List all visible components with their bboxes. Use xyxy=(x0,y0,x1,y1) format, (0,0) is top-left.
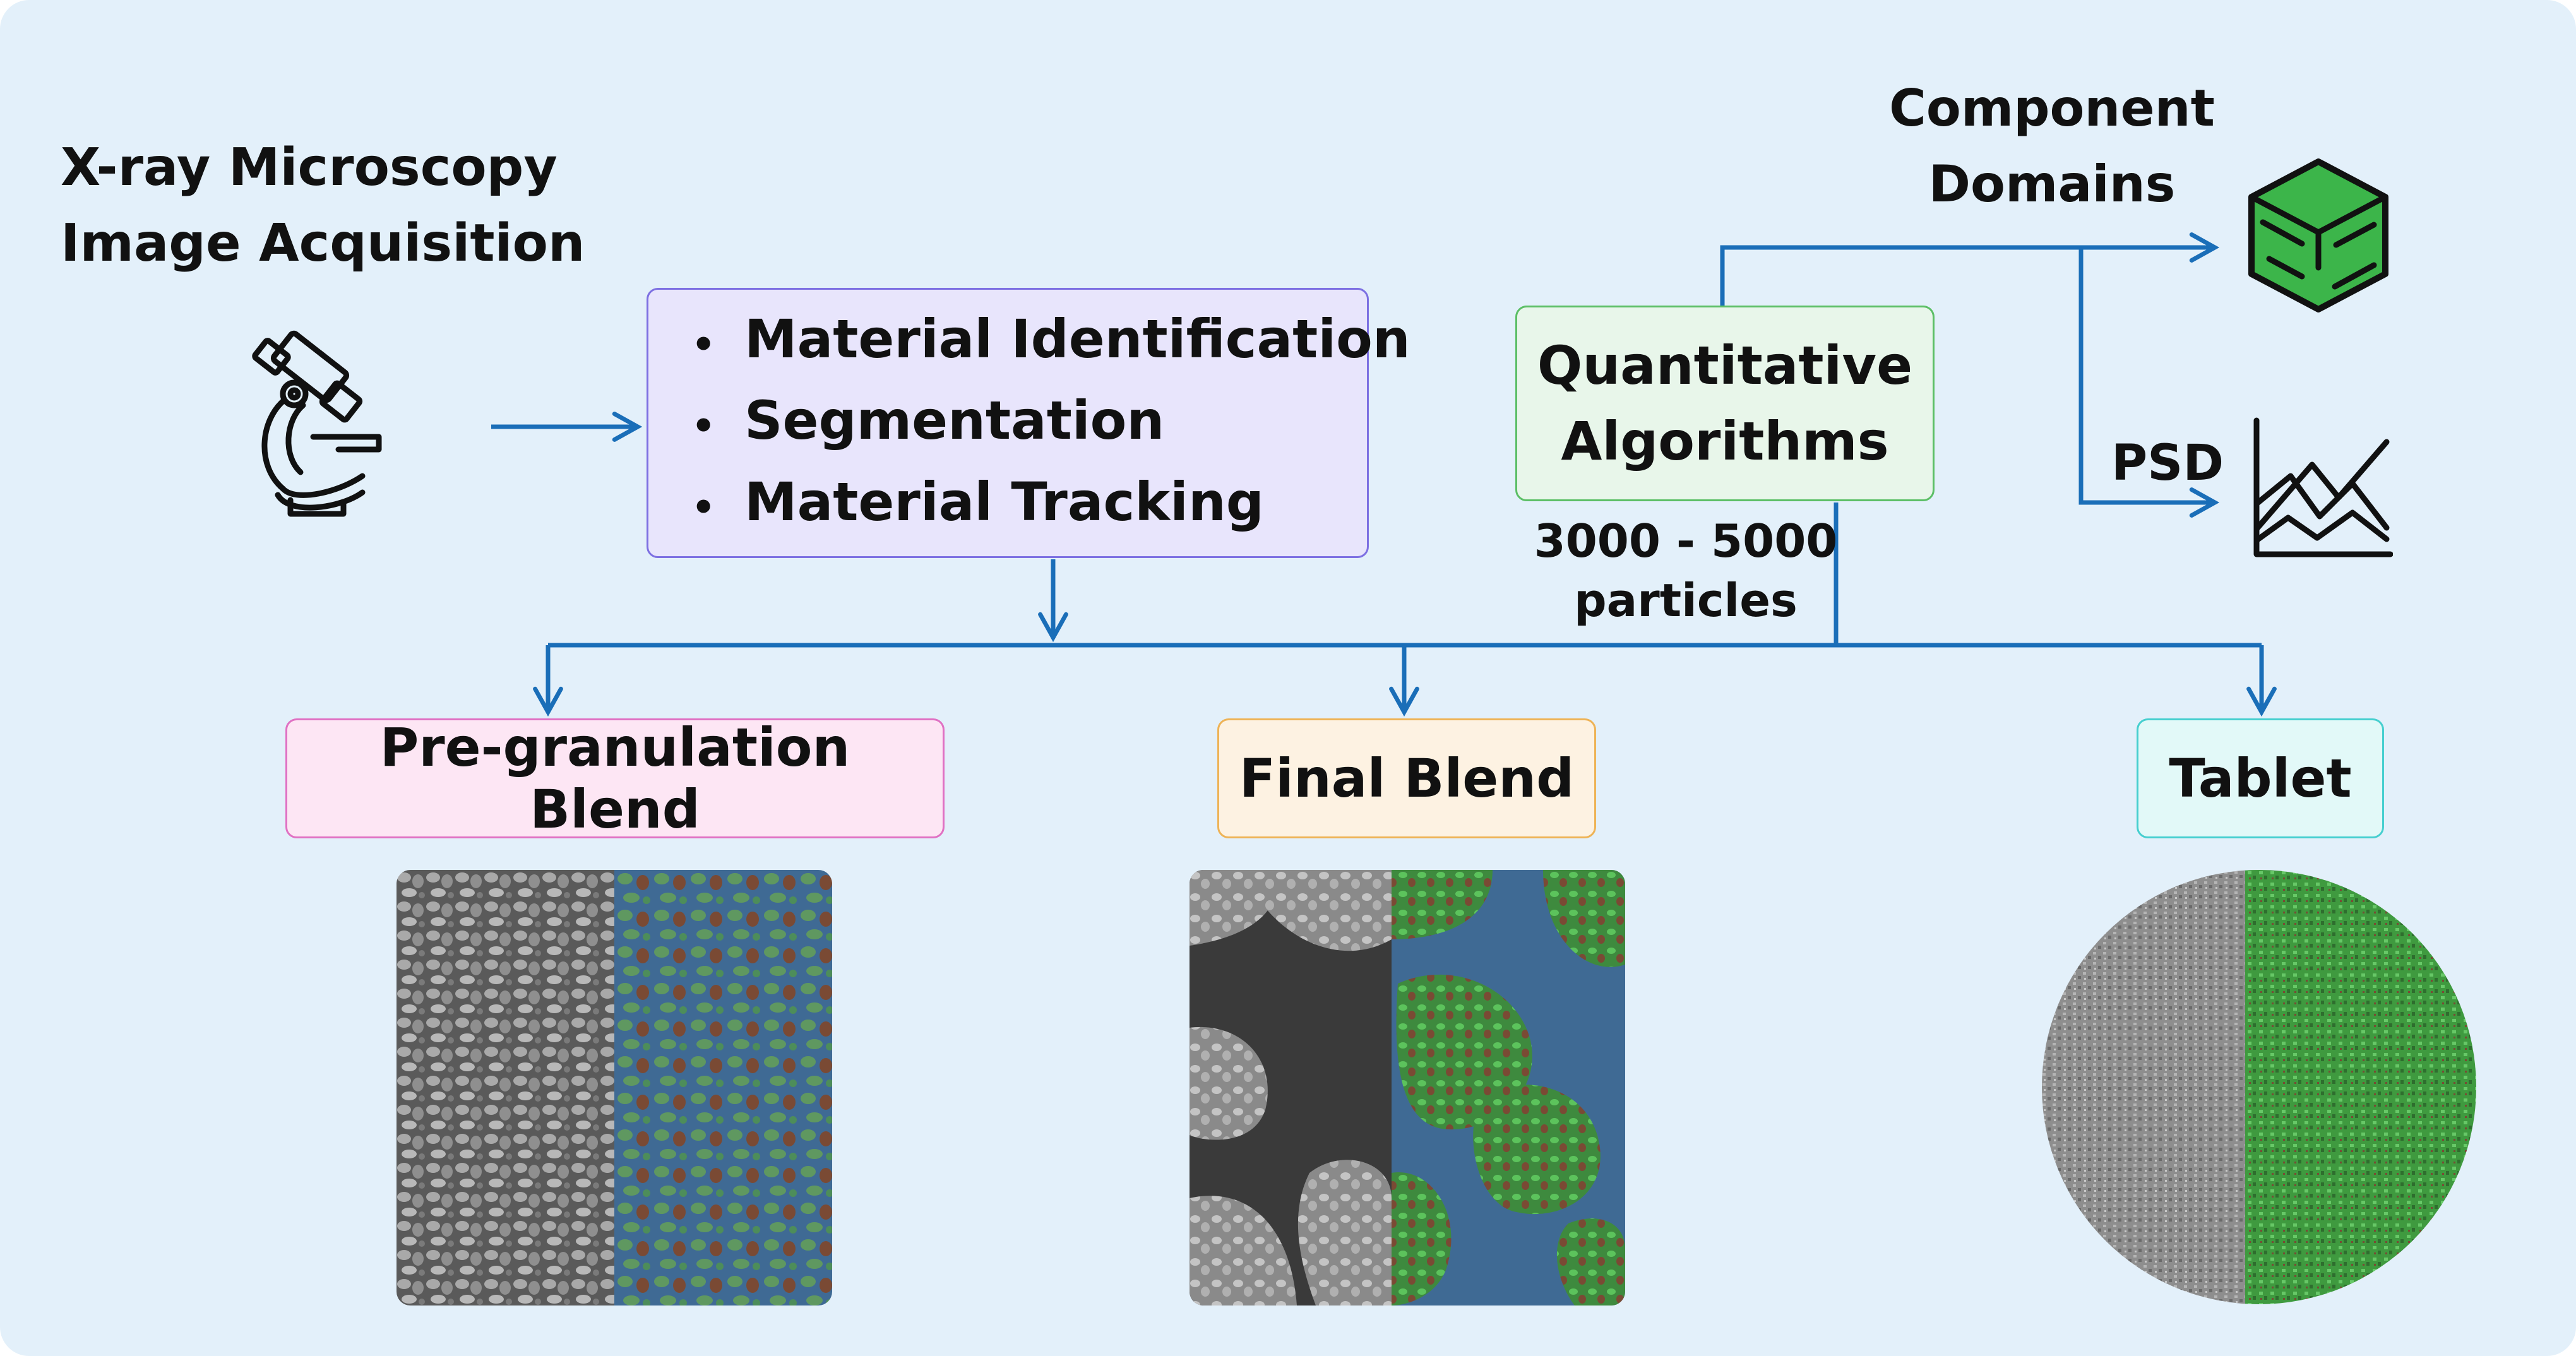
component-domains-line1: Component xyxy=(1889,79,2215,138)
process-step-material-identification: • Material Identification xyxy=(691,301,1410,383)
stage-pre-granulation-blend: Pre-granulation Blend xyxy=(285,717,945,840)
process-step-material-tracking: • Material Tracking xyxy=(691,464,1410,545)
arrow-quant-to-psd xyxy=(2078,247,2220,518)
acquisition-title-line2: Image Acquisition xyxy=(61,213,585,273)
quantitative-line1: Quantitative xyxy=(1537,335,1913,396)
component-domains-line2: Domains xyxy=(1928,155,2176,213)
tablet-xray-image xyxy=(2042,870,2476,1304)
quantitative-algorithms-box: Quantitative Algorithms xyxy=(1515,306,1935,501)
final-blend-xray-image xyxy=(1190,870,1625,1305)
pre-granulation-xray-image xyxy=(397,870,832,1305)
bullet: • xyxy=(691,485,716,530)
particle-count-line1: 3000 - 5000 xyxy=(1534,514,1838,568)
process-step-segmentation: • Segmentation xyxy=(691,383,1410,464)
particle-count-line2: particles xyxy=(1574,574,1798,627)
quantitative-line2: Algorithms xyxy=(1561,410,1889,472)
component-domains-title: Component Domains xyxy=(1844,71,2260,222)
cube-icon xyxy=(2248,158,2388,312)
psd-label: PSD xyxy=(2111,435,2224,492)
acquisition-title: X-ray Microscopy Image Acquisition xyxy=(61,130,585,282)
process-steps-list: • Material Identification • Segmentation •… xyxy=(691,301,1410,545)
stage-final-blend: Final Blend xyxy=(1217,718,1596,838)
microscope-icon xyxy=(252,330,382,517)
arrow-quant-to-domains xyxy=(1720,232,2220,306)
stage-tablet: Tablet xyxy=(2137,718,2384,838)
process-steps-box: • Material Identification • Segmentation •… xyxy=(647,288,1410,558)
acquisition-title-line1: X-ray Microscopy xyxy=(61,138,558,198)
bullet: • xyxy=(691,322,716,367)
particle-count-label: 3000 - 5000 particles xyxy=(1515,511,1856,630)
line-chart-icon xyxy=(2253,417,2393,557)
bullet: • xyxy=(691,403,716,448)
